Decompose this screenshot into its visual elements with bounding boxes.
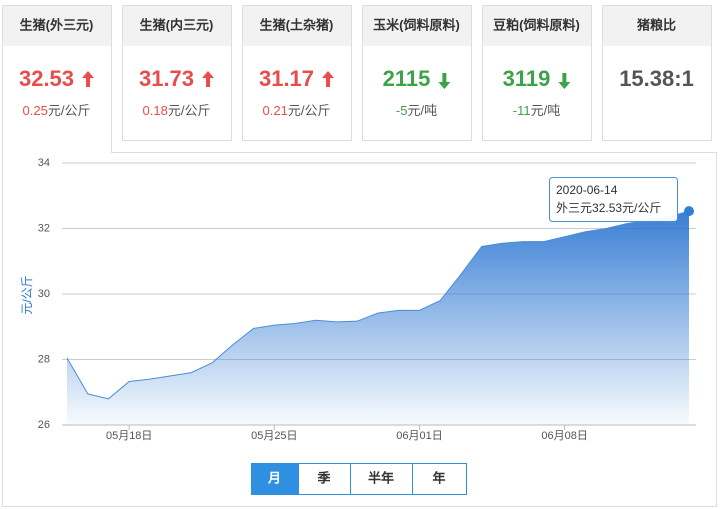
change-unit: 元/吨	[531, 103, 561, 118]
card-name: 豆粕(饲料原料)	[493, 17, 580, 32]
change-unit: 元/公斤	[48, 103, 91, 118]
card-name: 玉米(饲料原料)	[373, 17, 460, 32]
y-tick-label: 34	[38, 157, 50, 169]
card-change: -11元/吨	[513, 103, 560, 118]
card-price: 31.73	[139, 66, 194, 91]
change-unit: 元/吨	[407, 103, 437, 118]
tab-label[interactable]: 季	[316, 470, 330, 485]
x-tick-label: 06月01日	[396, 430, 442, 442]
card-change: -5元/吨	[396, 103, 437, 118]
highlight-point	[684, 206, 694, 217]
card-header	[603, 6, 711, 46]
tooltip-series: 外三元	[556, 201, 592, 215]
change-unit: 元/公斤	[288, 103, 331, 118]
tab-label[interactable]: 半年	[368, 470, 394, 485]
card-header	[123, 6, 231, 46]
tooltip	[549, 177, 678, 222]
y-tick-label: 26	[38, 419, 50, 431]
card-value: 15.38:1	[619, 66, 694, 91]
card-header	[483, 6, 591, 46]
change-value: 0.21	[263, 103, 288, 118]
tab-label[interactable]: 月	[267, 470, 281, 485]
trend-arrow	[82, 71, 95, 87]
card-price: 3119	[503, 66, 551, 91]
card-join	[3, 150, 111, 154]
tooltip-date: 2020-06-14	[556, 183, 618, 197]
y-tick-label: 30	[38, 288, 50, 300]
tab[interactable]	[412, 463, 467, 495]
x-tick-label: 06月08日	[541, 430, 587, 442]
card-price: 2115	[383, 66, 431, 91]
line	[66, 210, 690, 400]
change-value: 0.18	[143, 103, 168, 118]
tooltip-number: 32.53	[592, 201, 622, 215]
card-name: 生猪(内三元)	[140, 17, 214, 32]
trend-arrow	[322, 71, 335, 87]
trend-arrow	[438, 73, 451, 89]
tab[interactable]	[298, 463, 351, 495]
card-price: 32.53	[19, 66, 74, 91]
change-value: 0.25	[23, 103, 48, 118]
card-price: 31.17	[259, 66, 314, 91]
card-change: 0.21元/公斤	[263, 103, 331, 118]
card-header	[243, 6, 351, 46]
tooltip-value: 外三元32.53元/公斤	[556, 201, 661, 215]
card-name: 生猪(土杂猪)	[260, 17, 334, 32]
trend-arrow	[558, 73, 571, 89]
card-header	[363, 6, 471, 46]
x-tick-label: 05月18日	[106, 430, 152, 442]
y-axis-label: 元/公斤	[20, 275, 34, 314]
x-tick-label: 05月25日	[251, 430, 297, 442]
card-change: 0.18元/公斤	[143, 103, 211, 118]
tooltip-unit: 元/公斤	[622, 201, 661, 215]
card-change: 0.25元/公斤	[23, 103, 91, 118]
change-value: -11	[513, 103, 531, 118]
y-tick-label: 28	[38, 353, 50, 365]
change-unit: 元/公斤	[168, 103, 211, 118]
tab[interactable]	[350, 463, 413, 495]
change-value: -5	[396, 103, 408, 118]
card-name: 猪粮比	[636, 17, 676, 32]
card-header	[3, 6, 111, 46]
card-name: 生猪(外三元)	[20, 17, 94, 32]
tab-label[interactable]: 年	[432, 470, 445, 485]
area	[67, 211, 689, 425]
y-tick-label: 32	[38, 222, 50, 234]
trend-arrow	[202, 71, 215, 87]
